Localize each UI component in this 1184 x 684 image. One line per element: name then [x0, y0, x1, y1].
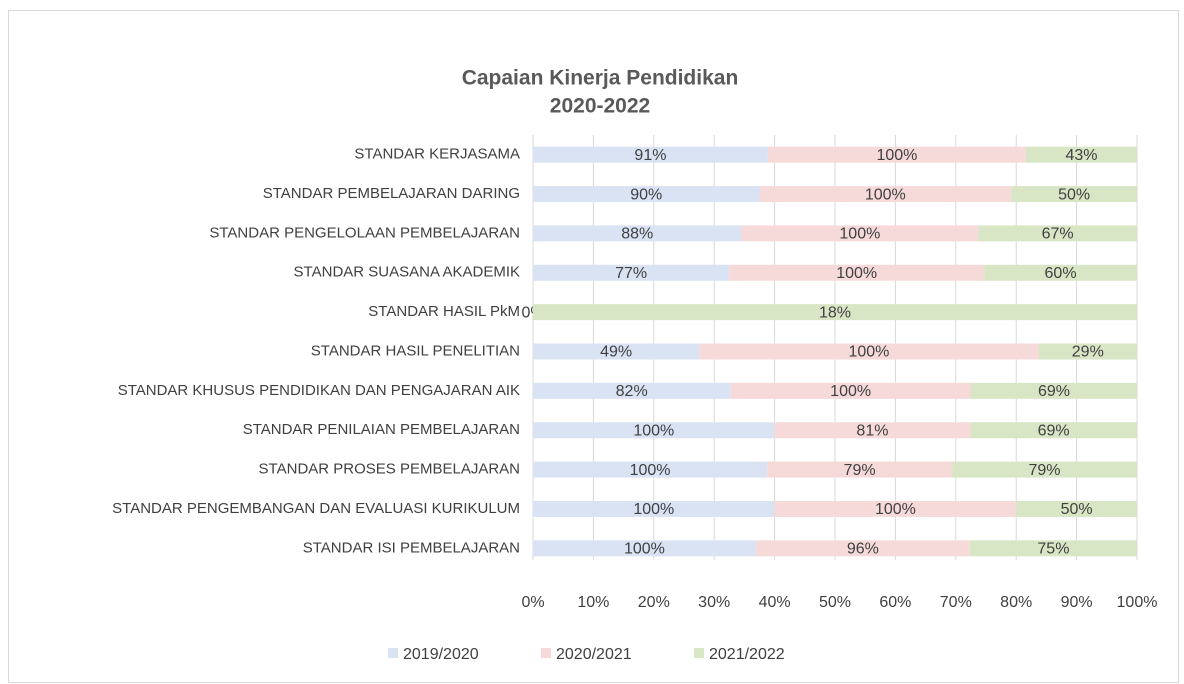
data-label: 82%: [616, 383, 648, 400]
data-label: 88%: [621, 226, 653, 243]
data-label: 18%: [819, 304, 851, 321]
bar-segment: [978, 225, 1137, 242]
y-tick-label: STANDAR HASIL PkM: [368, 303, 520, 320]
bar-segment: [533, 461, 768, 478]
data-label: 100%: [630, 462, 671, 479]
x-tick-label: 20%: [638, 594, 670, 611]
data-label: 90%: [630, 186, 662, 203]
bar-segment: [969, 540, 1137, 557]
bar-segment: [533, 540, 756, 557]
data-label: 100%: [839, 226, 880, 243]
bar-segment: [533, 225, 742, 242]
y-tick-label: STANDAR PENGELOLAAN PEMBELAJARAN: [209, 224, 520, 241]
data-label: 69%: [1038, 383, 1070, 400]
data-label: 75%: [1037, 541, 1069, 558]
legend-label: 2020/2021: [556, 646, 632, 663]
bar-segment: [741, 225, 979, 242]
data-label: 81%: [856, 422, 888, 439]
legend-swatch: [694, 648, 704, 658]
bar-segment: [533, 304, 1137, 321]
bar-segment: [1016, 500, 1137, 517]
bar-segment: [1011, 186, 1137, 203]
data-label: 69%: [1038, 422, 1070, 439]
data-label: 79%: [844, 462, 876, 479]
bar-segment: [730, 382, 971, 399]
x-tick-label: 70%: [940, 594, 972, 611]
data-label: 50%: [1058, 186, 1090, 203]
bar-segment: [533, 186, 760, 203]
bar-segment: [767, 461, 953, 478]
bar-segment: [970, 382, 1137, 399]
data-label: 43%: [1065, 147, 1097, 164]
legend-label: 2021/2022: [709, 646, 785, 663]
data-label: 100%: [876, 147, 917, 164]
data-label: 100%: [865, 186, 906, 203]
data-label: 67%: [1042, 226, 1074, 243]
data-label: 100%: [633, 501, 674, 518]
bar-segment: [767, 146, 1027, 163]
data-label: 91%: [634, 147, 666, 164]
data-label: 49%: [600, 344, 632, 361]
bar-segment: [533, 264, 730, 281]
x-tick-label: 100%: [1117, 594, 1158, 611]
y-tick-label: STANDAR ISI PEMBELAJARAN: [303, 539, 520, 556]
legend-label: 2019/2020: [403, 646, 479, 663]
data-label: 100%: [624, 541, 665, 558]
y-tick-label: STANDAR KHUSUS PENDIDIKAN DAN PENGAJARAN…: [118, 382, 520, 399]
x-tick-label: 60%: [879, 594, 911, 611]
x-tick-label: 40%: [759, 594, 791, 611]
data-label: 50%: [1061, 501, 1093, 518]
data-label: 100%: [875, 501, 916, 518]
bar-segment: [952, 461, 1137, 478]
y-tick-label: STANDAR PEMBELAJARAN DARING: [263, 185, 520, 202]
data-label: 60%: [1045, 265, 1077, 282]
x-tick-label: 10%: [577, 594, 609, 611]
y-tick-label: STANDAR SUASANA AKADEMIK: [294, 264, 520, 281]
x-tick-label: 80%: [1000, 594, 1032, 611]
bar-segment: [970, 422, 1137, 439]
data-label: 77%: [615, 265, 647, 282]
data-label: 100%: [848, 344, 889, 361]
bar-segment: [774, 500, 1017, 517]
bar-segment: [755, 540, 970, 557]
bar-segment: [533, 422, 775, 439]
x-tick-label: 30%: [698, 594, 730, 611]
legend-swatch: [541, 648, 551, 658]
x-tick-label: 50%: [819, 594, 851, 611]
bar-segment: [1026, 146, 1137, 163]
bar-segment: [729, 264, 985, 281]
y-tick-label: STANDAR PENILAIAN PEMBELAJARAN: [243, 421, 520, 438]
bar-segment: [774, 422, 971, 439]
x-tick-label: 90%: [1061, 594, 1093, 611]
chart-title: Capaian Kinerja Pendidikan: [462, 67, 739, 90]
bar-segment: [1038, 343, 1137, 360]
bar-segment: [759, 186, 1012, 203]
y-tick-label: STANDAR HASIL PENELITIAN: [311, 342, 520, 359]
bar-segment: [984, 264, 1137, 281]
bar-segment: [533, 382, 731, 399]
x-tick-label: 0%: [521, 594, 544, 611]
data-label: 100%: [830, 383, 871, 400]
bar-segment: [533, 500, 775, 517]
data-label: 96%: [847, 541, 879, 558]
y-tick-label: STANDAR PROSES PEMBELAJARAN: [259, 461, 520, 478]
legend-swatch: [388, 648, 398, 658]
y-tick-label: STANDAR KERJASAMA: [354, 146, 520, 163]
bar-segment: [533, 146, 768, 163]
data-label: 29%: [1072, 344, 1104, 361]
y-tick-label: STANDAR PENGEMBANGAN DAN EVALUASI KURIKU…: [112, 500, 520, 517]
data-label: 100%: [836, 265, 877, 282]
data-label: 79%: [1029, 462, 1061, 479]
bar-segment: [699, 343, 1039, 360]
bar-segment: [533, 343, 700, 360]
chart-title: 2020-2022: [550, 95, 650, 118]
data-label: 100%: [633, 422, 674, 439]
